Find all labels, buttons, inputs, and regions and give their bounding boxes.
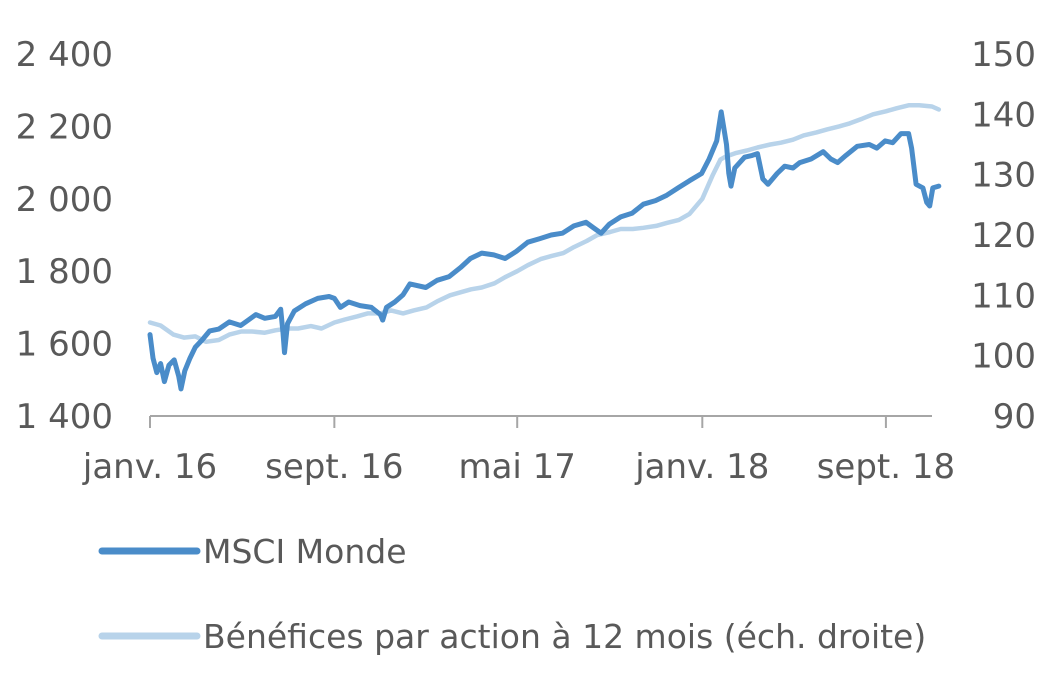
x-axis-tick-label: janv. 16 (82, 447, 217, 487)
legend: MSCI Monde Bénéfices par action à 12 moi… (98, 532, 926, 656)
x-axis-tick-label: janv. 18 (634, 447, 769, 487)
left-axis-tick-label: 2 400 (16, 35, 113, 75)
x-axis-tick-label: sept. 16 (265, 447, 403, 487)
x-axis: janv. 16 sept. 16 mai 17 janv. 18 sept. 18 (82, 415, 955, 487)
left-axis-tick-label: 1 600 (16, 325, 113, 365)
left-axis-tick-label: 1 400 (16, 397, 113, 437)
legend-item-msci: MSCI Monde (98, 532, 407, 571)
left-axis-tick-label: 2 200 (16, 107, 113, 147)
right-axis-tick-label: 150 (971, 35, 1036, 75)
legend-item-eps: Bénéfices par action à 12 mois (éch. dro… (98, 617, 926, 656)
left-axis-tick-label: 2 000 (16, 180, 113, 220)
right-axis-tick-label: 110 (971, 276, 1036, 316)
right-axis-tick-label: 140 (971, 95, 1036, 135)
right-axis-tick-label: 120 (971, 216, 1036, 256)
right-axis-tick-label: 100 (971, 337, 1036, 377)
right-axis-tick-labels: 90 100 110 120 130 140 150 (971, 35, 1036, 437)
left-axis-tick-labels: 1 400 1 600 1 800 2 000 2 200 2 400 (16, 35, 113, 437)
series-line-eps-12m (147, 103, 942, 345)
x-axis-tick-label: mai 17 (458, 447, 575, 487)
legend-label-eps-12m: Bénéfices par action à 12 mois (éch. dro… (203, 617, 926, 656)
series-layer (147, 103, 942, 392)
right-axis-tick-label: 90 (993, 397, 1036, 437)
left-axis-tick-label: 1 800 (16, 252, 113, 292)
right-axis-tick-label: 130 (971, 156, 1036, 196)
legend-label-msci-monde: MSCI Monde (203, 532, 407, 571)
series-line-msci-monde (147, 109, 942, 392)
x-axis-tick-label: sept. 18 (817, 447, 955, 487)
